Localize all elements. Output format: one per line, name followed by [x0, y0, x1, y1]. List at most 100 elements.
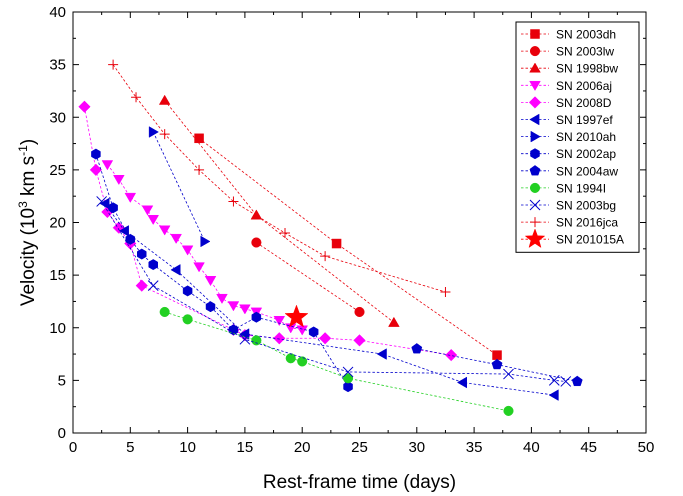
data-point	[182, 285, 193, 297]
data-point	[251, 237, 262, 248]
y-axis-title-exp2: -1	[16, 145, 30, 156]
legend-marker	[529, 80, 541, 91]
series-sn-1997ef	[99, 197, 559, 401]
series-sn-2003lw	[251, 237, 365, 318]
axes-layer: 0 5 10 15 20 25 30 35 40 45 50 0 5 10 15 20 25 30 35 40	[49, 4, 654, 456]
data-point	[503, 368, 514, 380]
data-point	[239, 304, 251, 315]
series-line	[164, 100, 395, 323]
series-sn-1994i	[159, 306, 514, 416]
data-point	[159, 306, 170, 318]
y-axis-title-main: Velocity (10	[18, 208, 39, 306]
legend-label: SN 2016jca	[556, 216, 618, 230]
data-point	[141, 205, 154, 216]
data-point	[548, 389, 559, 401]
series-line	[107, 164, 303, 331]
series-sn-1998bw	[158, 94, 400, 327]
data-point	[78, 100, 91, 113]
series-line	[95, 153, 349, 387]
x-tick-label: 20	[294, 439, 311, 456]
x-tick-label: 50	[638, 439, 655, 456]
data-point	[89, 163, 103, 177]
data-point	[108, 202, 118, 214]
series-sn-2008d	[78, 100, 458, 362]
y-axis-title-mid: km s	[18, 156, 39, 201]
series-layer	[78, 59, 583, 416]
legend-item: SN 2006aj	[521, 79, 612, 93]
data-point	[148, 259, 158, 271]
data-point	[492, 350, 502, 360]
legend-label: SN 2008D	[556, 96, 612, 110]
legend-item: SN 2016jca	[521, 216, 618, 230]
data-point	[170, 264, 181, 276]
data-point	[205, 301, 216, 313]
y-axis-title-end: )	[18, 139, 39, 145]
legend-label: SN 201015A	[556, 233, 624, 247]
data-point	[96, 196, 108, 207]
legend-marker	[529, 46, 541, 57]
data-point	[170, 233, 182, 244]
data-point	[376, 348, 387, 360]
legend-label: SN 2006aj	[556, 79, 612, 93]
legend-marker	[530, 148, 540, 160]
x-tick-label: 25	[351, 439, 368, 456]
data-point	[273, 316, 286, 327]
legend-marker	[530, 217, 540, 228]
data-point	[280, 228, 291, 239]
data-point	[101, 160, 114, 171]
data-point	[353, 334, 366, 347]
data-point	[491, 358, 503, 370]
x-tick-label: 30	[408, 439, 425, 456]
legend-item: SN 2003bg	[521, 199, 616, 213]
data-point	[251, 335, 262, 346]
legend-label: SN 1998bw	[556, 62, 618, 76]
legend-marker	[528, 96, 542, 109]
data-point	[560, 376, 572, 387]
data-point	[354, 306, 365, 318]
data-point	[251, 311, 262, 323]
data-point	[239, 333, 251, 345]
data-point	[343, 381, 353, 393]
data-point	[228, 196, 239, 207]
data-point	[250, 209, 263, 220]
data-point	[147, 214, 160, 226]
data-point	[411, 343, 423, 354]
legend-marker	[529, 62, 541, 73]
data-point	[571, 375, 583, 387]
y-axis-title: Velocity (103 km s-1)	[16, 139, 39, 306]
series-sn-2006aj	[101, 160, 309, 336]
y-tick-label: 5	[58, 372, 66, 389]
y-tick-label: 25	[49, 162, 66, 179]
y-axis-title-exp1: 3	[16, 201, 30, 208]
y-tick-label: 15	[49, 267, 66, 284]
legend-item: SN 2004aw	[521, 164, 618, 178]
data-point	[147, 280, 159, 292]
data-point	[204, 276, 217, 287]
data-point	[342, 373, 354, 384]
data-point	[124, 192, 137, 203]
legend-label: SN 2002ap	[556, 147, 616, 161]
data-point	[148, 126, 159, 138]
series-sn-2003bg	[96, 196, 572, 387]
data-point	[318, 332, 332, 345]
y-tick-label: 35	[49, 57, 66, 74]
data-point	[456, 376, 467, 389]
data-point	[216, 293, 228, 304]
y-tick-label: 20	[49, 215, 66, 232]
legend-item: SN 2010ah	[521, 130, 616, 144]
legend-label: SN 2003bg	[556, 199, 616, 213]
data-point	[91, 148, 101, 160]
data-point	[182, 314, 193, 325]
data-point	[284, 304, 309, 328]
data-point	[320, 251, 331, 262]
legend-marker	[529, 165, 541, 176]
data-point	[503, 405, 514, 416]
series-sn-2002ap	[91, 148, 353, 393]
data-point	[388, 316, 400, 327]
x-tick-label: 10	[179, 439, 196, 456]
x-tick-label: 5	[126, 439, 134, 456]
legend-marker	[529, 113, 540, 126]
y-tick-label: 30	[49, 109, 66, 126]
series-sn-2004aw	[411, 343, 583, 387]
data-point	[108, 59, 119, 70]
